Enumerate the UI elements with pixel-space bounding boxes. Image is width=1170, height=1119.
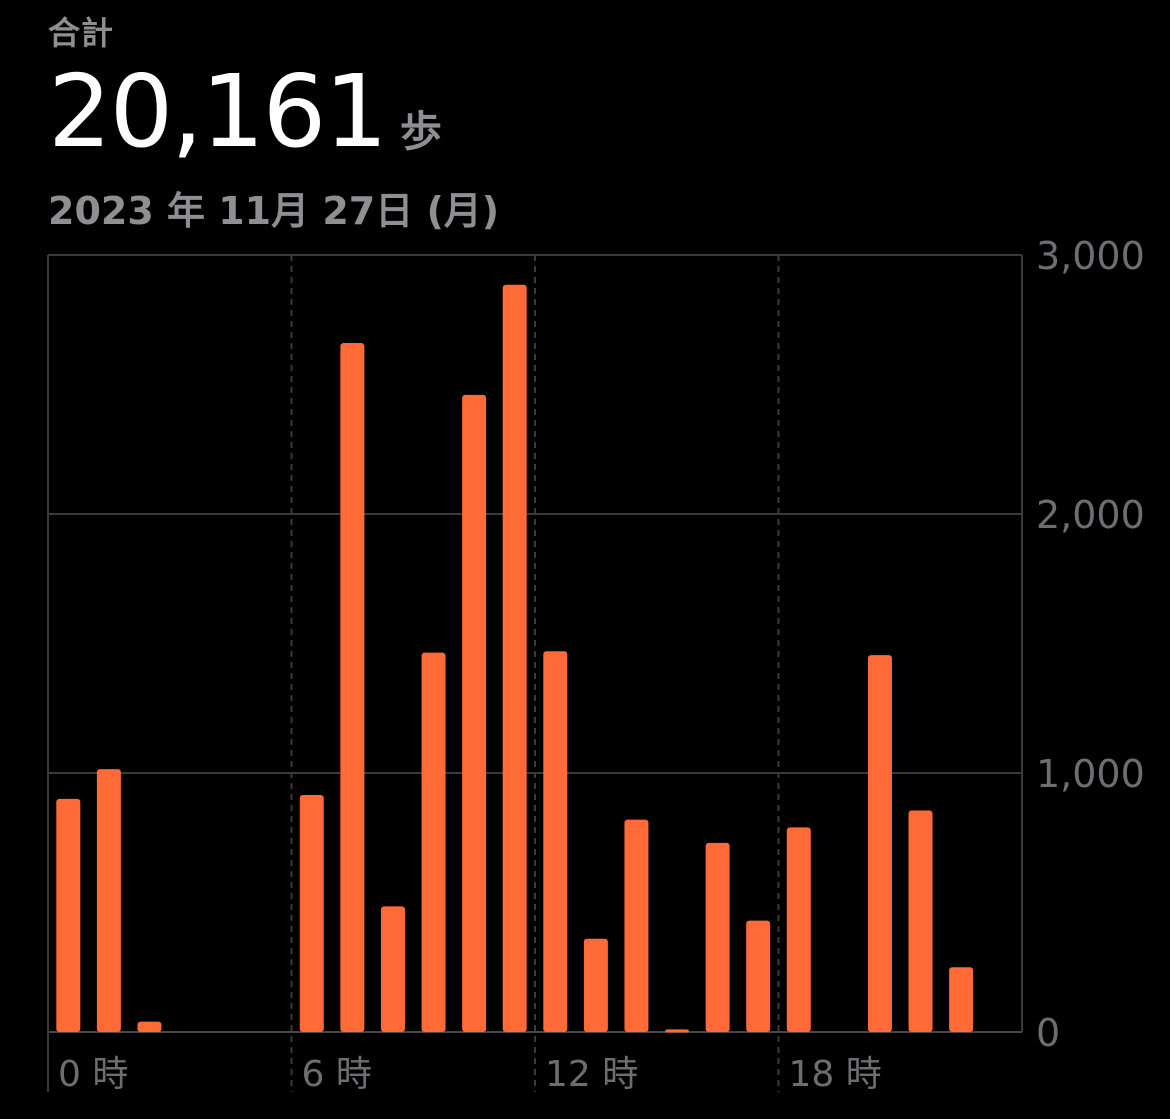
x-tick-label: 18 時: [789, 1054, 882, 1095]
bar-hour-7[interactable]: [340, 343, 365, 1032]
bar-hour-0[interactable]: [56, 798, 81, 1032]
y-tick-label: 3,000: [1036, 234, 1145, 278]
y-tick-label: 1,000: [1036, 752, 1145, 796]
bar-hour-10[interactable]: [462, 394, 487, 1032]
bar-hour-22[interactable]: [949, 967, 974, 1032]
bar-hour-16[interactable]: [705, 842, 730, 1032]
x-tick-label: 6 時: [302, 1054, 372, 1095]
total-row: 20,161 歩: [48, 62, 442, 162]
date-label: 2023 年 11月 27日 (月): [48, 189, 500, 233]
bar-hour-15[interactable]: [665, 1029, 690, 1033]
total-steps-value: 20,161: [48, 53, 388, 170]
bar-hour-8[interactable]: [380, 906, 405, 1032]
bar-hour-14[interactable]: [624, 819, 649, 1032]
bar-hour-6[interactable]: [299, 795, 324, 1032]
bar-hour-17[interactable]: [746, 920, 771, 1032]
total-label: 合計: [48, 14, 115, 52]
bar-hour-1[interactable]: [96, 769, 121, 1032]
bar-hour-21[interactable]: [908, 810, 933, 1032]
y-tick-label: 2,000: [1036, 493, 1145, 537]
y-tick-label: 0: [1036, 1011, 1060, 1055]
bar-hour-11[interactable]: [502, 284, 527, 1032]
bar-hour-9[interactable]: [421, 652, 446, 1032]
bar-hour-13[interactable]: [583, 938, 608, 1032]
x-tick-label: 0 時: [58, 1054, 128, 1095]
bar-hour-18[interactable]: [786, 827, 811, 1032]
x-tick-label: 12 時: [545, 1054, 638, 1095]
bar-hour-20[interactable]: [867, 655, 892, 1032]
bar-hour-12[interactable]: [543, 651, 568, 1032]
bar-hour-2[interactable]: [137, 1021, 162, 1032]
steps-unit: 歩: [399, 107, 442, 156]
